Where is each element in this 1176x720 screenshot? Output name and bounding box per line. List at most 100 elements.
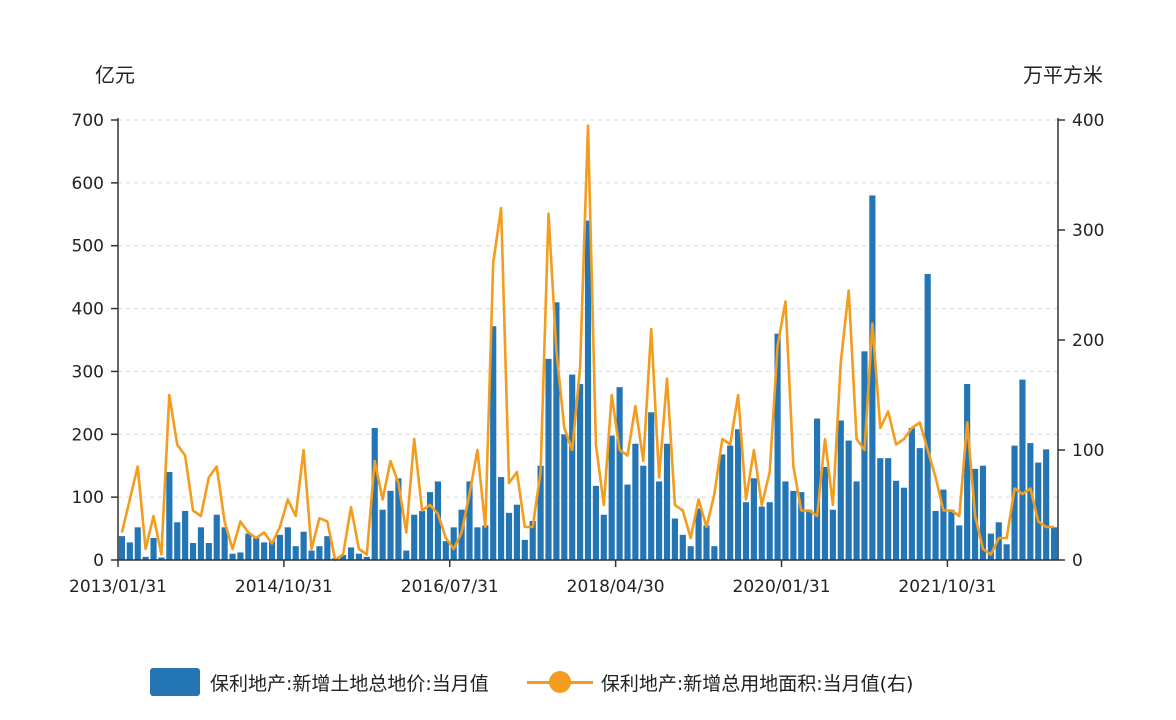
bar-swatch-icon (150, 668, 200, 696)
bar (387, 490, 394, 560)
bar (648, 412, 655, 560)
bar (600, 514, 607, 560)
bar (1035, 462, 1042, 560)
line-swatch-icon (526, 668, 593, 696)
bar (134, 527, 141, 560)
bar (205, 543, 212, 560)
right-tick-label: 200 (1072, 331, 1104, 351)
bar (363, 556, 370, 560)
bar (426, 492, 434, 560)
bar (284, 527, 291, 560)
bar (126, 542, 133, 560)
bar (197, 527, 205, 560)
bar (553, 302, 560, 560)
combo-chart-svg: 0 100 200 300 400 500 600 700 0 100 200 300 400 2013/… (69, 63, 1104, 597)
bar (964, 384, 971, 560)
bar (118, 536, 126, 560)
left-axis-unit: 亿元 (95, 63, 135, 87)
bar (403, 550, 410, 560)
bar-series (118, 195, 1058, 561)
right-tick-label: 0 (1072, 551, 1083, 571)
bar (434, 481, 441, 560)
bar (869, 195, 876, 560)
bar (719, 454, 726, 560)
bar (948, 509, 955, 560)
bar (790, 490, 797, 560)
bar (592, 485, 599, 560)
bar (608, 435, 615, 560)
bar (395, 478, 402, 560)
axes: 0 100 200 300 400 500 600 700 0 100 200 300 400 2013/… (69, 111, 1104, 597)
bar (1043, 449, 1050, 560)
bar (521, 539, 528, 560)
bar (221, 527, 228, 560)
x-tick-label: 2018/04/30 (567, 577, 665, 597)
bar (656, 481, 663, 560)
bar (316, 546, 323, 560)
bar (940, 489, 947, 560)
bar (853, 481, 860, 560)
bar (482, 525, 489, 560)
bar (442, 541, 449, 560)
bar (640, 465, 647, 560)
bar (340, 554, 347, 560)
x-tick-label: 2021/10/31 (898, 577, 996, 597)
bar (727, 445, 734, 560)
bar (900, 487, 908, 560)
bar (158, 557, 165, 560)
bar (174, 522, 181, 560)
bar (742, 502, 750, 560)
bar (679, 534, 686, 560)
line-series-path (120, 124, 1055, 562)
bar (142, 556, 149, 560)
bar (711, 546, 718, 560)
bar (537, 465, 544, 560)
bar (924, 274, 931, 560)
left-tick-label: 500 (72, 237, 104, 257)
bar (545, 358, 552, 560)
bar (569, 374, 576, 560)
left-tick-label: 100 (72, 488, 104, 508)
line-series (120, 124, 1055, 562)
bar (1003, 544, 1010, 560)
bar (624, 484, 631, 560)
bar (806, 509, 813, 560)
bar (300, 531, 307, 560)
bar (821, 466, 829, 560)
bar (908, 428, 915, 560)
bar (419, 510, 426, 560)
bar (758, 506, 765, 560)
bar (616, 387, 623, 560)
bar (687, 546, 694, 560)
bar (474, 527, 481, 560)
legend-line-label: 保利地产:新增总用地面积:当月值(右) (600, 672, 914, 695)
bar (505, 512, 513, 560)
bar (1011, 445, 1018, 560)
bar (450, 527, 457, 560)
left-tick-label: 600 (72, 174, 104, 194)
bar (308, 550, 315, 560)
bar (837, 420, 844, 560)
bar (1027, 443, 1034, 560)
bar (513, 504, 520, 560)
legend-item-bar: 保利地产:新增土地总地价:当月值 (150, 668, 489, 696)
bar (703, 525, 710, 560)
left-tick-label: 300 (72, 362, 104, 382)
bar (584, 220, 592, 561)
bar (261, 542, 268, 560)
bar (229, 553, 236, 560)
bar (916, 448, 923, 560)
bar (166, 472, 173, 560)
bar (663, 443, 671, 560)
legend: 保利地产:新增土地总地价:当月值 保利地产:新增总用地面积:当月值(右) (150, 668, 913, 696)
left-tick-label: 0 (93, 551, 104, 571)
bar (189, 543, 197, 560)
bar (892, 480, 900, 560)
bar (379, 509, 386, 560)
bar (268, 541, 276, 560)
bar (529, 521, 536, 560)
bar (292, 546, 299, 560)
bar (561, 434, 568, 560)
left-tick-label: 200 (72, 425, 104, 445)
bar (324, 536, 331, 560)
